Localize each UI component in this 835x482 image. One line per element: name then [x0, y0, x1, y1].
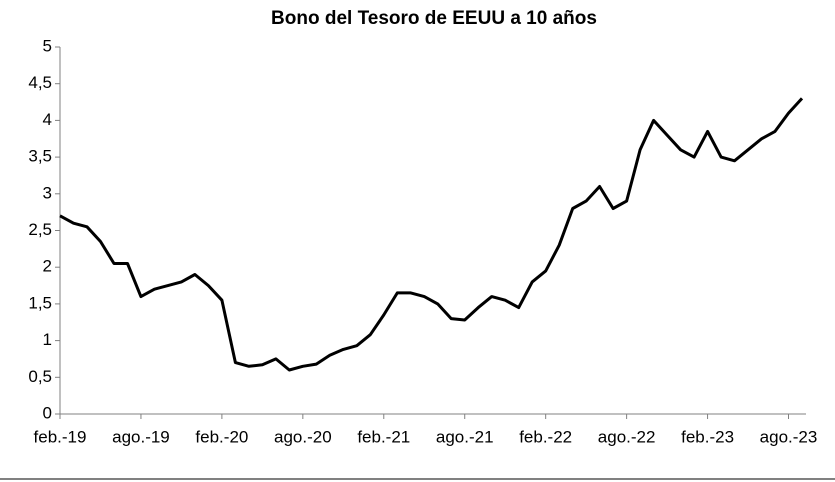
x-tick-label: feb.-22 — [519, 427, 572, 446]
y-tick-label: 3 — [43, 183, 52, 202]
y-tick-label: 1,5 — [28, 293, 52, 312]
y-tick-label: 0 — [43, 403, 52, 422]
x-tick-label: ago.-20 — [274, 427, 332, 446]
x-tick-label: feb.-19 — [34, 427, 87, 446]
line-series — [59, 97, 804, 372]
x-tick-label: feb.-23 — [681, 427, 734, 446]
y-tick-label: 2 — [43, 257, 52, 276]
x-tick-label: ago.-23 — [760, 427, 818, 446]
y-tick-label: 2,5 — [28, 220, 52, 239]
y-tick-label: 4,5 — [28, 73, 52, 92]
x-tick-label: ago.-22 — [598, 427, 656, 446]
chart-title: Bono del Tesoro de EEUU a 10 años — [271, 8, 597, 29]
x-tick-label: ago.-19 — [112, 427, 170, 446]
x-tick-label: feb.-21 — [357, 427, 410, 446]
x-tick-label: feb.-20 — [195, 427, 248, 446]
y-tick-label: 5 — [43, 36, 52, 55]
y-tick-label: 3,5 — [28, 147, 52, 166]
y-tick-label: 1 — [43, 330, 52, 349]
y-tick-label: 4 — [43, 110, 52, 129]
x-tick-label: ago.-21 — [436, 427, 494, 446]
y-tick-label: 0,5 — [28, 367, 52, 386]
